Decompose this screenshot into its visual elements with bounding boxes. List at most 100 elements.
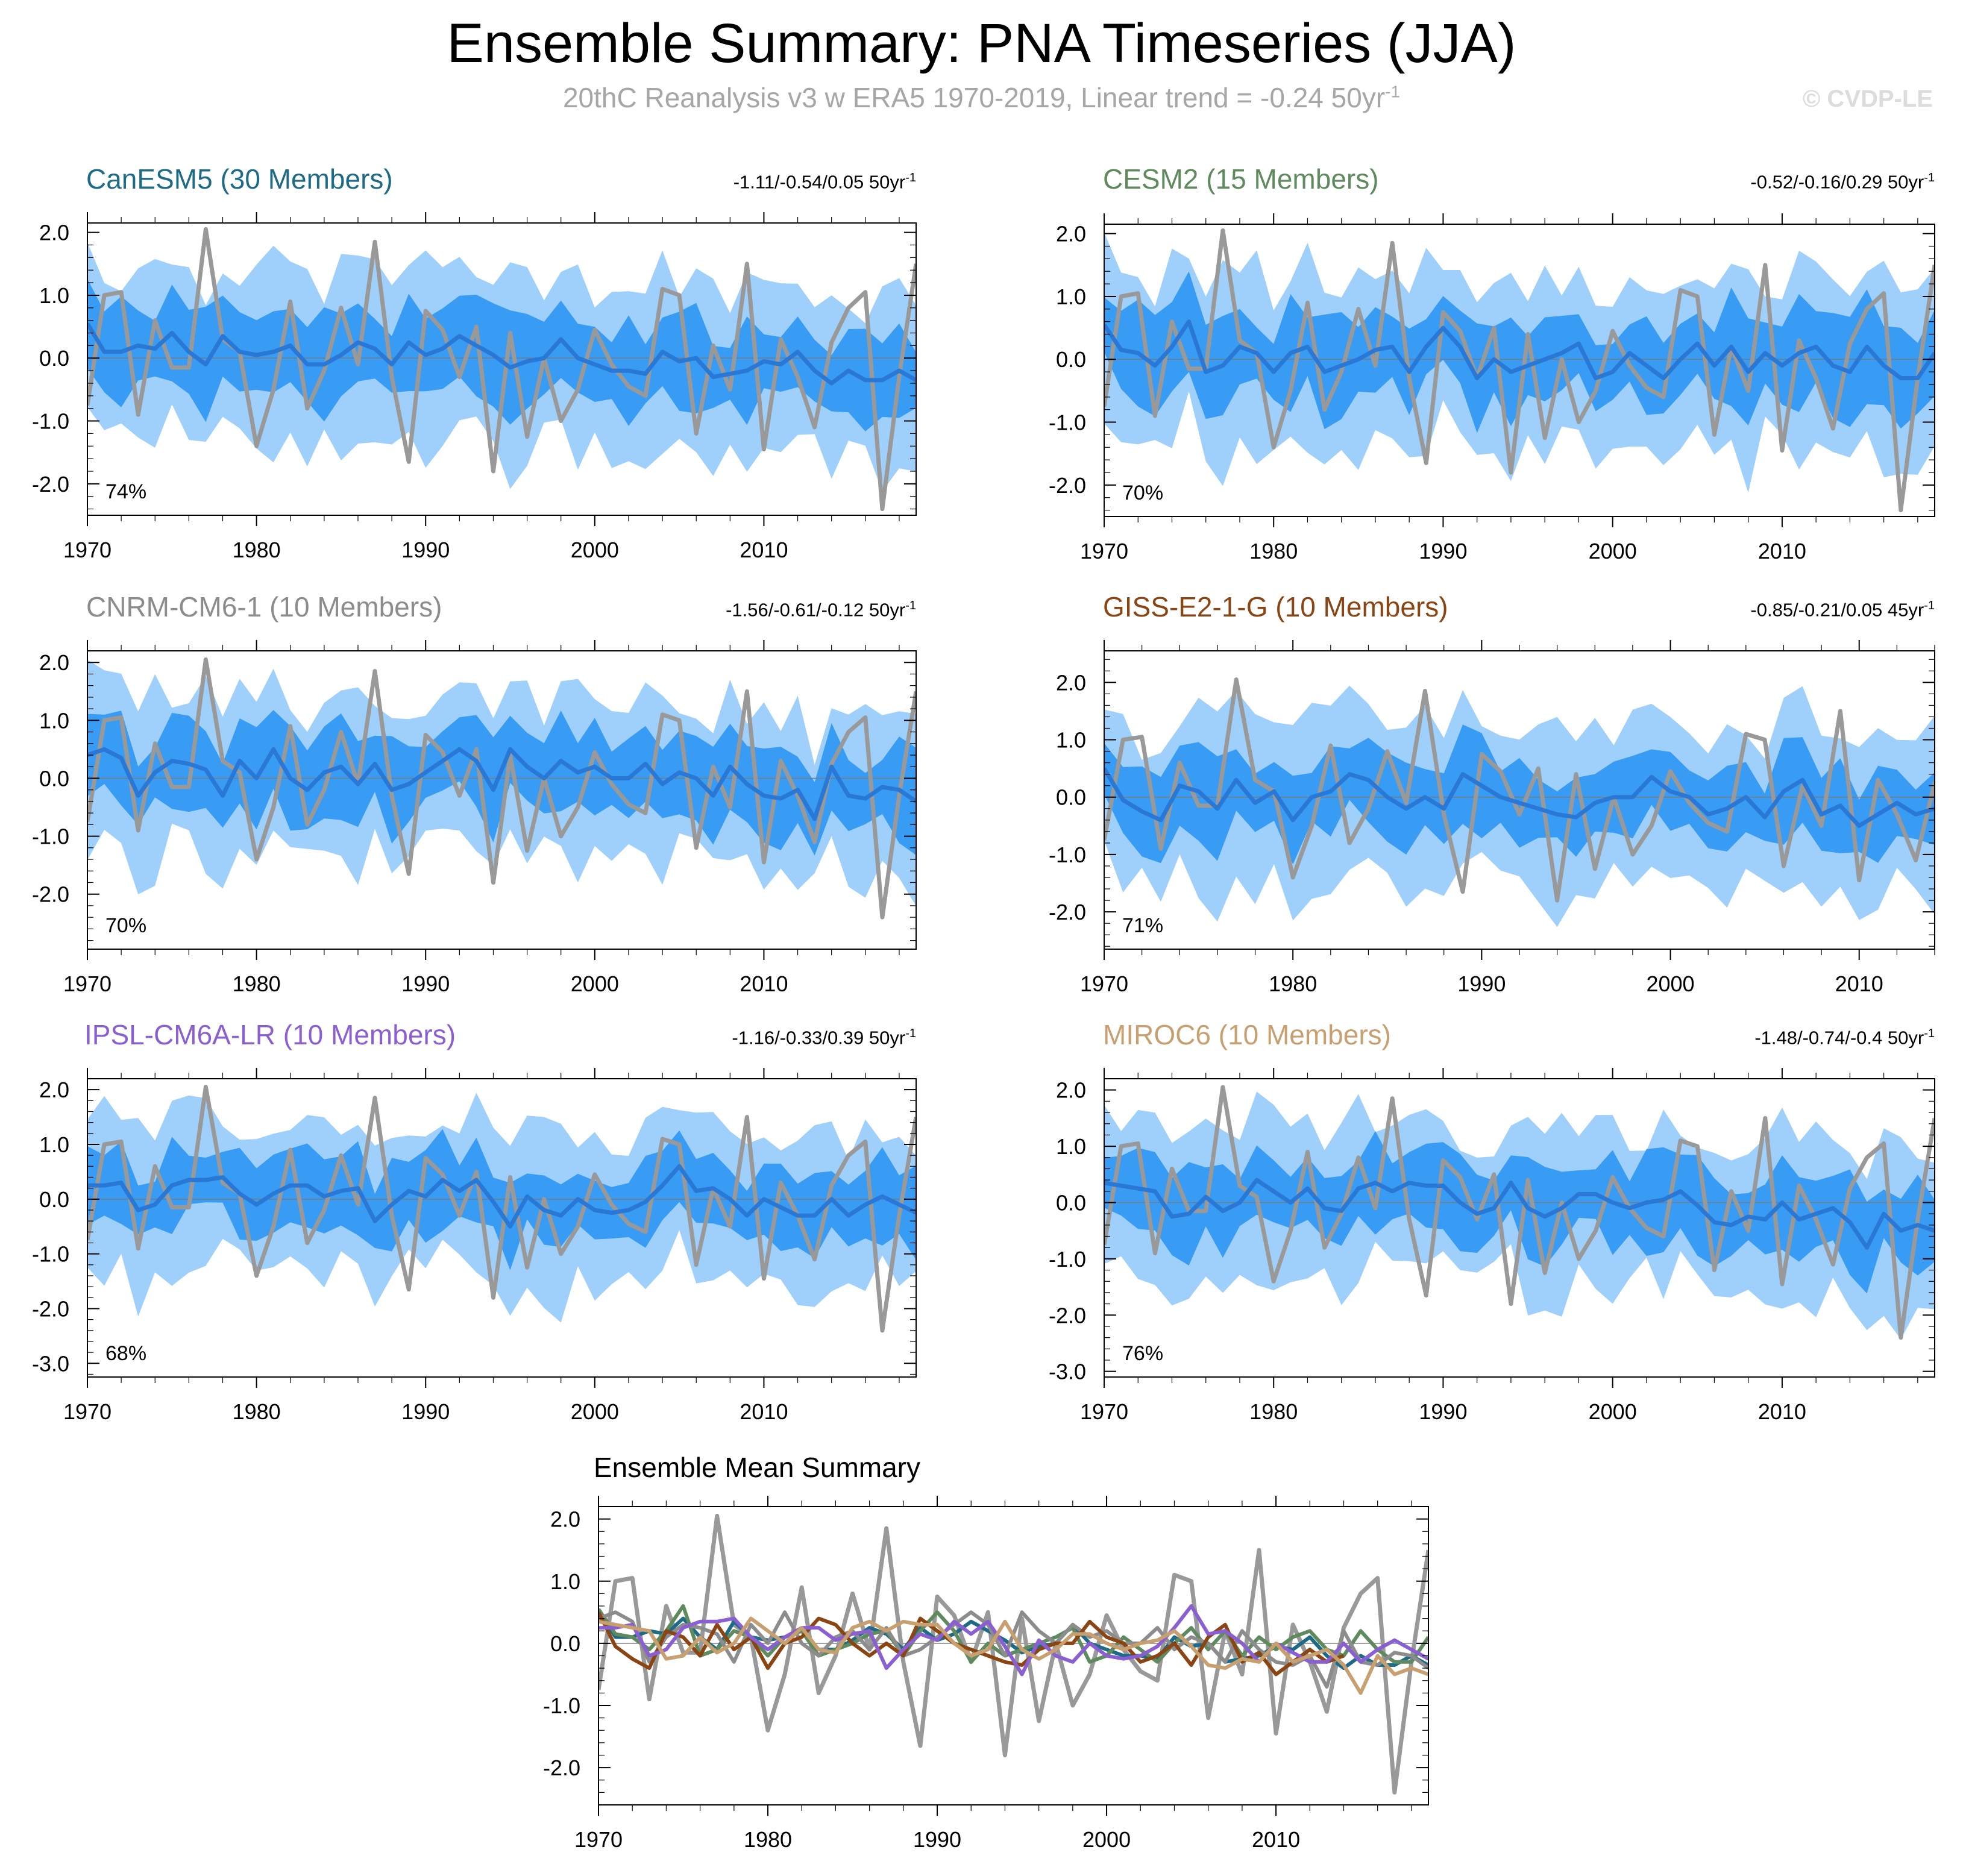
observed-line <box>1104 1085 1935 1340</box>
x-tick-label: 1990 <box>1419 539 1467 563</box>
y-tick-label: -2.0 <box>1049 900 1086 924</box>
panel-title: MIROC6 (10 Members) <box>1103 1019 1391 1050</box>
y-tick-label: 1.0 <box>39 708 69 733</box>
x-tick-label: 2000 <box>1589 1399 1637 1424</box>
y-tick-label: -1.0 <box>32 824 69 849</box>
panel-ipsl: IPSL-CM6A-LR (10 Members) -1.16/-0.33/0.… <box>0 1018 988 1452</box>
ensemble-mean-line <box>1104 767 1935 828</box>
x-tick-label: 2000 <box>1082 1827 1131 1852</box>
trend-text: -1.48/-0.74/-0.4 50yr <box>1754 1027 1924 1049</box>
x-tick-label: 2000 <box>1646 971 1694 996</box>
trend-unit-exponent: -1 <box>1924 171 1935 184</box>
panel-trend: -0.52/-0.16/0.29 50yr-1 <box>1750 171 1935 193</box>
y-tick-label: 2.0 <box>39 1078 69 1102</box>
y-tick-label: 0.0 <box>1056 785 1086 810</box>
y-tick-label: -1.0 <box>32 409 69 434</box>
panel-summary: Ensemble Mean Summary -2.0 -1.0 0.0 1.0 2.0 1… <box>518 1446 1459 1868</box>
panel-trend: -1.56/-0.61/-0.12 50yr-1 <box>726 599 916 621</box>
y-tick-label: -1.0 <box>32 1242 69 1267</box>
plot-area <box>1104 1085 1935 1340</box>
page-subtitle: 20thC Reanalysis v3 w ERA5 1970-2019, Li… <box>0 81 1963 114</box>
percent-label: 70% <box>1122 482 1163 504</box>
plot-frame <box>87 222 917 516</box>
trend-text: -1.56/-0.61/-0.12 50yr <box>726 599 906 621</box>
y-tick-label: 2.0 <box>1056 1078 1086 1103</box>
panel-title: Ensemble Mean Summary <box>594 1452 920 1483</box>
trend-text: -1.11/-0.54/0.05 50yr <box>733 171 906 193</box>
ensemble-mean-line <box>1104 319 1935 380</box>
y-tick-label: -3.0 <box>1049 1360 1086 1384</box>
panel-trend: -1.16/-0.33/0.39 50yr-1 <box>732 1027 916 1049</box>
x-tick-label: 1970 <box>1080 1399 1128 1424</box>
y-tick-label: 2.0 <box>1056 670 1086 695</box>
x-tick-label: 1970 <box>1080 971 1128 996</box>
panel-title: CNRM-CM6-1 (10 Members) <box>86 591 442 623</box>
x-tick-label: 1970 <box>63 971 111 996</box>
y-tick-label: -3.0 <box>32 1351 69 1376</box>
ensemble-mean-line-giss <box>598 1611 1345 1677</box>
ensemble-mean-line-cesm2 <box>598 1604 1428 1664</box>
x-tick-label: 1990 <box>1457 971 1506 996</box>
observed-line <box>87 1085 916 1333</box>
x-tick-label: 1990 <box>401 971 450 996</box>
y-tick-label: -2.0 <box>32 882 69 907</box>
x-tick-label: 1980 <box>1269 971 1317 996</box>
plot-frame <box>87 650 917 950</box>
y-tick-label: 1.0 <box>39 1132 69 1157</box>
trend-text: -1.16/-0.33/0.39 50yr <box>732 1027 906 1049</box>
y-tick-label: 0.0 <box>1056 347 1086 372</box>
y-tick-label: 1.0 <box>1056 1134 1086 1159</box>
x-tick-label: 2000 <box>571 538 619 562</box>
trend-unit-exponent: -1 <box>905 1027 916 1040</box>
plot-frame <box>1104 224 1935 517</box>
plot-area <box>87 1085 916 1333</box>
panel-trend: -0.85/-0.21/0.05 45yr-1 <box>1750 599 1935 621</box>
y-tick-label: 0.0 <box>1056 1190 1086 1215</box>
subtitle-unit-exponent: -1 <box>1385 82 1401 101</box>
y-tick-label: 0.0 <box>39 766 69 791</box>
observed-line <box>598 1514 1428 1795</box>
x-tick-label: 1980 <box>233 538 281 562</box>
ensemble-mean-line <box>87 322 916 386</box>
watermark: © CVDP-LE <box>1802 86 1933 112</box>
y-tick-label: 2.0 <box>39 650 69 675</box>
y-tick-label: -1.0 <box>1049 842 1086 867</box>
y-tick-label: 2.0 <box>550 1507 580 1532</box>
chart-ipsl: -3.0 -2.0 -1.0 0.0 1.0 2.0 1970 1980 1990 2000 201… <box>32 1068 917 1424</box>
panel-canesm5: CanESM5 (30 Members) -1.11/-0.54/0.05 50… <box>0 163 988 597</box>
panel-giss: GISS-E2-1-G (10 Members) -0.85/-0.21/0.0… <box>1019 591 1959 1024</box>
y-tick-label: 1.0 <box>39 283 69 308</box>
panel-miroc6: MIROC6 (10 Members) -1.48/-0.74/-0.4 50y… <box>1019 1018 1959 1452</box>
x-tick-label: 1990 <box>913 1827 961 1852</box>
chart-canesm5: -2.0 -1.0 0.0 1.0 2.0 1970 1980 1990 2000 2010 74% <box>32 212 917 562</box>
x-tick-label: 1990 <box>401 1399 450 1424</box>
plot-frame <box>1104 1078 1935 1378</box>
ensemble-mean-line <box>1104 1178 1935 1250</box>
y-tick-label: -2.0 <box>543 1755 580 1780</box>
plot-area <box>598 1514 1428 1795</box>
panel-trend: -1.11/-0.54/0.05 50yr-1 <box>733 171 916 193</box>
percent-label: 70% <box>105 914 146 937</box>
plot-area <box>87 227 916 512</box>
y-tick-label: -1.0 <box>1049 410 1086 435</box>
y-tick-label: -2.0 <box>1049 473 1086 498</box>
trend-unit-exponent: -1 <box>905 171 916 184</box>
y-tick-label: -1.0 <box>543 1693 580 1718</box>
x-tick-label: 2010 <box>1758 539 1806 563</box>
x-tick-label: 2010 <box>740 1399 788 1424</box>
x-tick-label: 1990 <box>1419 1399 1467 1424</box>
plot-area <box>1104 677 1935 927</box>
x-tick-label: 2010 <box>1835 971 1883 996</box>
subtitle-text: 20thC Reanalysis v3 w ERA5 1970-2019, Li… <box>562 82 1386 113</box>
x-tick-label: 1980 <box>233 1399 281 1424</box>
panel-title: IPSL-CM6A-LR (10 Members) <box>84 1019 456 1050</box>
ensemble-mean-line <box>87 1164 916 1229</box>
plot-area <box>1104 228 1935 513</box>
x-tick-label: 2000 <box>571 971 619 996</box>
y-tick-label: -2.0 <box>32 472 69 497</box>
panel-title: CESM2 (15 Members) <box>1103 163 1379 195</box>
y-tick-label: 0.0 <box>550 1631 580 1656</box>
y-tick-label: 1.0 <box>1056 284 1086 309</box>
x-tick-label: 1980 <box>1249 1399 1298 1424</box>
y-tick-label: 1.0 <box>1056 728 1086 753</box>
